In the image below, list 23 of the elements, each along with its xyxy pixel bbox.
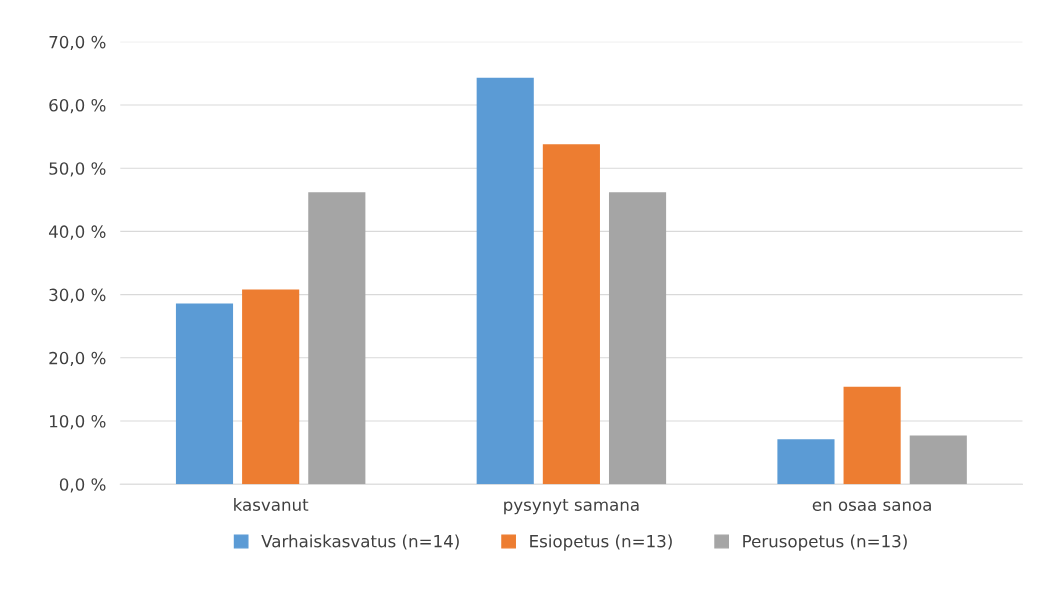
legend-label: Perusopetus (n=13): [743, 534, 907, 551]
y-tick-label: 0,0 %: [59, 478, 106, 493]
bar: [542, 144, 600, 485]
bar: [843, 386, 901, 485]
bar: [608, 192, 667, 485]
y-tick-label: 10,0 %: [49, 414, 106, 430]
bar: [777, 439, 835, 485]
x-tick-label: pysynyt samana: [504, 499, 639, 515]
legend-label: Varhaiskasvatus (n=14): [261, 534, 459, 550]
y-tick-label: 60,0 %: [49, 98, 106, 114]
x-tick-label: kasvanut: [234, 498, 309, 511]
y-tick-label: 20,0 %: [49, 351, 106, 367]
y-tick-label: 50,0 %: [49, 162, 106, 177]
y-tick-label: 30,0 %: [49, 288, 106, 303]
y-tick-label: 40,0 %: [48, 225, 106, 240]
legend-label: Esiopetus (n=13): [530, 534, 672, 551]
bar: [308, 192, 366, 485]
y-tick-label: 70,0 %: [49, 35, 106, 51]
bar: [909, 435, 967, 485]
bar: [242, 289, 300, 485]
bar: [476, 77, 534, 485]
x-tick-label: en osaa sanoa: [812, 501, 931, 511]
bar: [175, 303, 234, 485]
